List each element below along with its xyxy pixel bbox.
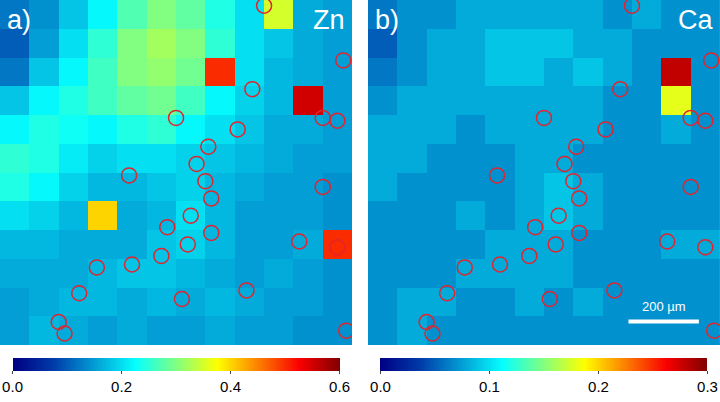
svg-text:0.3: 0.3	[697, 378, 718, 395]
svg-text:0.0: 0.0	[370, 378, 391, 395]
svg-text:0.4: 0.4	[220, 378, 241, 395]
svg-text:0.0: 0.0	[2, 378, 23, 395]
svg-text:200 µm: 200 µm	[642, 299, 686, 314]
svg-text:0.1: 0.1	[479, 378, 500, 395]
svg-text:0.2: 0.2	[588, 378, 609, 395]
svg-text:a): a)	[7, 5, 31, 35]
svg-text:Ca: Ca	[678, 5, 713, 35]
svg-text:Zn: Zn	[313, 5, 345, 35]
svg-text:0.2: 0.2	[111, 378, 132, 395]
svg-text:0.6: 0.6	[329, 378, 350, 395]
svg-text:b): b)	[375, 5, 399, 35]
